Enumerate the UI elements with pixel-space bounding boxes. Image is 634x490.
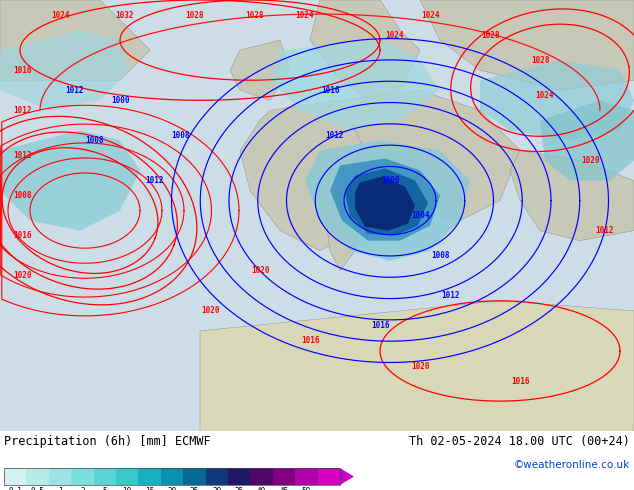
Text: 1020: 1020 bbox=[13, 271, 31, 280]
Polygon shape bbox=[340, 468, 354, 485]
Polygon shape bbox=[240, 100, 380, 251]
Text: 1008: 1008 bbox=[171, 131, 190, 140]
Text: 40: 40 bbox=[257, 487, 266, 490]
Text: 1024: 1024 bbox=[295, 11, 314, 20]
Text: 1012: 1012 bbox=[13, 106, 31, 115]
Polygon shape bbox=[270, 40, 440, 130]
Text: 1016: 1016 bbox=[13, 66, 31, 74]
Text: 1028: 1028 bbox=[246, 11, 264, 20]
Polygon shape bbox=[355, 176, 415, 231]
Polygon shape bbox=[200, 301, 634, 431]
Text: 1020: 1020 bbox=[581, 156, 599, 165]
Text: 1: 1 bbox=[58, 487, 62, 490]
Text: 10: 10 bbox=[122, 487, 132, 490]
Polygon shape bbox=[310, 0, 420, 100]
Text: 30: 30 bbox=[212, 487, 221, 490]
Text: 1020: 1020 bbox=[251, 266, 269, 275]
Polygon shape bbox=[305, 141, 470, 261]
Bar bbox=[318, 468, 340, 485]
Text: 0.5: 0.5 bbox=[30, 487, 44, 490]
Bar bbox=[250, 468, 273, 485]
Text: 1012: 1012 bbox=[13, 151, 31, 160]
Text: Th 02-05-2024 18.00 UTC (00+24): Th 02-05-2024 18.00 UTC (00+24) bbox=[409, 435, 630, 448]
Text: 1020: 1020 bbox=[201, 306, 219, 316]
Polygon shape bbox=[345, 169, 428, 236]
Bar bbox=[49, 468, 71, 485]
Text: 1016: 1016 bbox=[13, 231, 31, 240]
Polygon shape bbox=[230, 40, 290, 100]
Text: 1012: 1012 bbox=[146, 176, 164, 185]
Bar bbox=[94, 468, 116, 485]
Bar bbox=[116, 468, 138, 485]
Text: 1020: 1020 bbox=[411, 362, 429, 370]
Text: 1024: 1024 bbox=[536, 91, 554, 100]
Text: 1016: 1016 bbox=[321, 86, 339, 95]
Bar bbox=[161, 468, 183, 485]
Polygon shape bbox=[480, 60, 634, 141]
Text: 50: 50 bbox=[302, 487, 311, 490]
Bar bbox=[4, 468, 27, 485]
Text: 1008: 1008 bbox=[86, 136, 104, 145]
Text: 1000: 1000 bbox=[381, 176, 399, 185]
Text: 25: 25 bbox=[190, 487, 199, 490]
Text: 1012: 1012 bbox=[66, 86, 84, 95]
Text: 35: 35 bbox=[235, 487, 244, 490]
Text: 0.1: 0.1 bbox=[8, 487, 22, 490]
Bar bbox=[71, 468, 94, 485]
Bar bbox=[295, 468, 318, 485]
Polygon shape bbox=[540, 100, 634, 180]
Text: 1012: 1012 bbox=[441, 292, 459, 300]
Text: 1032: 1032 bbox=[116, 11, 134, 20]
Text: 5: 5 bbox=[103, 487, 107, 490]
Bar bbox=[27, 468, 49, 485]
Bar bbox=[183, 468, 205, 485]
Text: 1028: 1028 bbox=[186, 11, 204, 20]
Text: 1028: 1028 bbox=[531, 56, 549, 65]
Text: 20: 20 bbox=[167, 487, 177, 490]
Text: 45: 45 bbox=[280, 487, 288, 490]
Polygon shape bbox=[340, 90, 520, 220]
Polygon shape bbox=[510, 150, 634, 241]
Bar bbox=[4, 468, 340, 485]
Text: 1012: 1012 bbox=[326, 131, 344, 140]
Text: 1024: 1024 bbox=[51, 11, 69, 20]
Polygon shape bbox=[325, 160, 360, 271]
Text: ©weatheronline.co.uk: ©weatheronline.co.uk bbox=[514, 460, 630, 470]
Text: 1004: 1004 bbox=[411, 211, 429, 220]
Polygon shape bbox=[0, 0, 150, 80]
Polygon shape bbox=[330, 158, 440, 241]
Bar bbox=[273, 468, 295, 485]
Text: 1000: 1000 bbox=[111, 96, 129, 105]
Polygon shape bbox=[0, 130, 140, 231]
Text: 15: 15 bbox=[145, 487, 154, 490]
Text: 1012: 1012 bbox=[596, 226, 614, 235]
Text: 2: 2 bbox=[80, 487, 85, 490]
Text: 1028: 1028 bbox=[481, 30, 499, 40]
Polygon shape bbox=[420, 0, 634, 90]
Bar bbox=[205, 468, 228, 485]
Bar bbox=[228, 468, 250, 485]
Text: 1008: 1008 bbox=[13, 191, 31, 200]
Text: 1008: 1008 bbox=[430, 251, 450, 260]
Polygon shape bbox=[0, 30, 130, 110]
Text: 1024: 1024 bbox=[421, 11, 439, 20]
Text: Precipitation (6h) [mm] ECMWF: Precipitation (6h) [mm] ECMWF bbox=[4, 435, 210, 448]
Text: 1016: 1016 bbox=[371, 321, 389, 330]
Text: 1024: 1024 bbox=[385, 30, 404, 40]
Text: 1016: 1016 bbox=[511, 376, 529, 386]
Text: 1016: 1016 bbox=[301, 337, 320, 345]
Bar bbox=[138, 468, 161, 485]
